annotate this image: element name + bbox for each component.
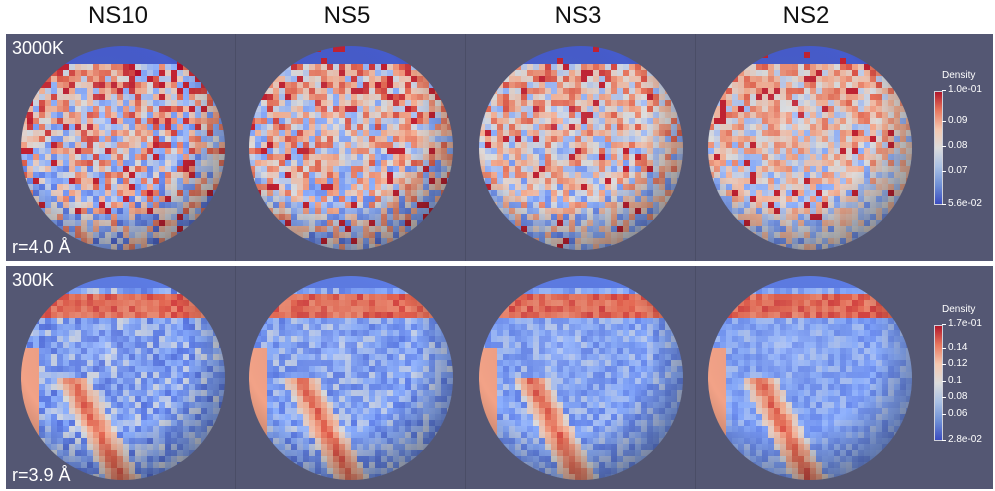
radius-label: r=4.0 Å: [12, 237, 71, 257]
colorbar-tick: 5.6e-02: [942, 198, 982, 209]
colorbar-tick: 0.14: [941, 342, 968, 353]
column-title-ns5: NS5: [323, 2, 371, 29]
colorbar-title: Density: [942, 304, 976, 315]
sphere-ns10-300k: [21, 276, 225, 480]
colorbar-tick: 1.7e-01: [942, 318, 982, 329]
colorbar-tick: 0.07: [941, 165, 968, 176]
colorbar-gradient: [934, 91, 943, 205]
colorbar-tick: 1.0e-01: [942, 84, 982, 95]
sphere-ns3-3000k: [479, 46, 683, 250]
colorbar-tick: 0.1: [942, 375, 962, 386]
temperature-label: 3000K: [12, 38, 65, 58]
colorbar-tick: 0.08: [941, 140, 968, 151]
sphere-ns5-300k: [249, 276, 453, 480]
colorbar-300k: Density 1.7e-01 0.14 0.12 0.1 0.08 0.06 …: [924, 304, 994, 445]
panel-row-300k: 300K r=3.9 Å Density 1.7e-01 0.14 0.12 0…: [6, 266, 993, 489]
colorbar-3000k: Density 1.0e-01 0.09 0.08 0.07 5.6e-02: [924, 70, 994, 210]
column-title-ns10: NS10: [87, 2, 149, 29]
sphere-ns2-300k: [708, 276, 912, 480]
column-title-ns3: NS3: [554, 2, 602, 29]
colorbar-gradient: [934, 325, 943, 441]
colorbar-tick: 0.06: [941, 408, 968, 419]
colorbar-tick: 0.08: [941, 391, 968, 402]
sphere-ns10-3000k: [21, 46, 225, 250]
sphere-ns2-3000k: [708, 46, 912, 250]
colorbar-title: Density: [942, 70, 976, 81]
temperature-label: 300K: [12, 270, 55, 290]
panel-row-3000k: 3000K r=4.0 Å Density 1.0e-01 0.09 0.08 …: [6, 34, 993, 261]
sphere-ns5-3000k: [249, 46, 453, 250]
colorbar-tick: 0.09: [941, 115, 968, 126]
column-title-ns2: NS2: [782, 2, 830, 29]
colorbar-tick: 2.8e-02: [942, 434, 982, 445]
sphere-ns3-300k: [479, 276, 683, 480]
colorbar-tick: 0.12: [941, 358, 968, 369]
radius-label: r=3.9 Å: [12, 465, 71, 485]
